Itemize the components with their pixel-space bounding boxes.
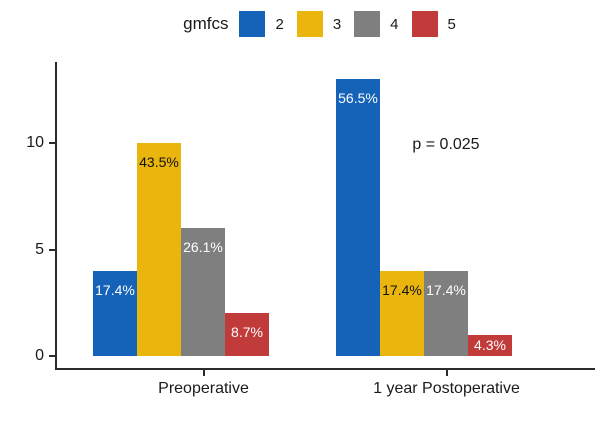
y-tick-10 — [49, 142, 55, 145]
bar-group1-gmfcs3: 17.4% — [380, 270, 424, 356]
bar-percent-label: 17.4% — [95, 281, 135, 298]
bar-percent-label: 26.1% — [183, 239, 223, 256]
legend: gmfcs 2 3 4 5 — [56, 11, 596, 37]
bar-percent-label: 8.7% — [231, 324, 263, 341]
legend-swatch-gmfcs-5-icon — [411, 11, 438, 37]
bar-group1-gmfcs4: 17.4% — [424, 270, 468, 356]
bar-percent-label: 17.4% — [426, 281, 466, 298]
bar-percent-label: 17.4% — [382, 281, 422, 298]
y-tick-5 — [49, 248, 55, 251]
y-axis-line — [55, 62, 57, 370]
legend-item-label: 4 — [390, 15, 399, 33]
p-value-annotation: p = 0.025 — [412, 136, 480, 153]
legend-swatch-gmfcs-3-icon — [296, 11, 323, 37]
legend-item-gmfcs-5: 5 — [411, 11, 456, 37]
y-tick-label-0: 0 — [35, 347, 44, 364]
x-tick-preoperative — [202, 370, 205, 376]
y-tick-0 — [49, 355, 55, 357]
legend-item-gmfcs-3: 3 — [296, 11, 342, 37]
bar-group1-gmfcs2: 56.5% — [336, 79, 380, 356]
legend-title: gmfcs — [183, 14, 229, 33]
legend-swatch-gmfcs-2-icon — [239, 11, 266, 37]
bar-group0-gmfcs2: 17.4% — [93, 270, 137, 356]
legend-item-label: 3 — [332, 15, 342, 33]
y-tick-label-5: 5 — [35, 240, 44, 258]
bar-percent-label: 4.3% — [474, 336, 506, 353]
x-axis-label-preoperative: Preoperative — [158, 380, 249, 397]
legend-item-gmfcs-4: 4 — [354, 11, 399, 37]
legend-item-label: 2 — [275, 15, 284, 33]
bar-group0-gmfcs4: 26.1% — [181, 228, 225, 356]
legend-item-gmfcs-2: 2 — [239, 11, 284, 37]
legend-item-label: 5 — [447, 15, 456, 33]
legend-swatch-gmfcs-4-icon — [354, 11, 381, 37]
x-tick-postoperative — [445, 370, 448, 376]
bar-group1-gmfcs5: 4.3% — [468, 334, 512, 356]
x-axis-label-postoperative: 1 year Postoperative — [373, 380, 520, 397]
bar-percent-label: 56.5% — [338, 90, 378, 107]
bar-group0-gmfcs5: 8.7% — [225, 313, 269, 356]
y-tick-label-10: 10 — [26, 134, 44, 152]
x-axis-line — [55, 368, 595, 370]
bar-group0-gmfcs3: 43.5% — [137, 143, 181, 356]
bar-percent-label: 43.5% — [139, 154, 179, 171]
